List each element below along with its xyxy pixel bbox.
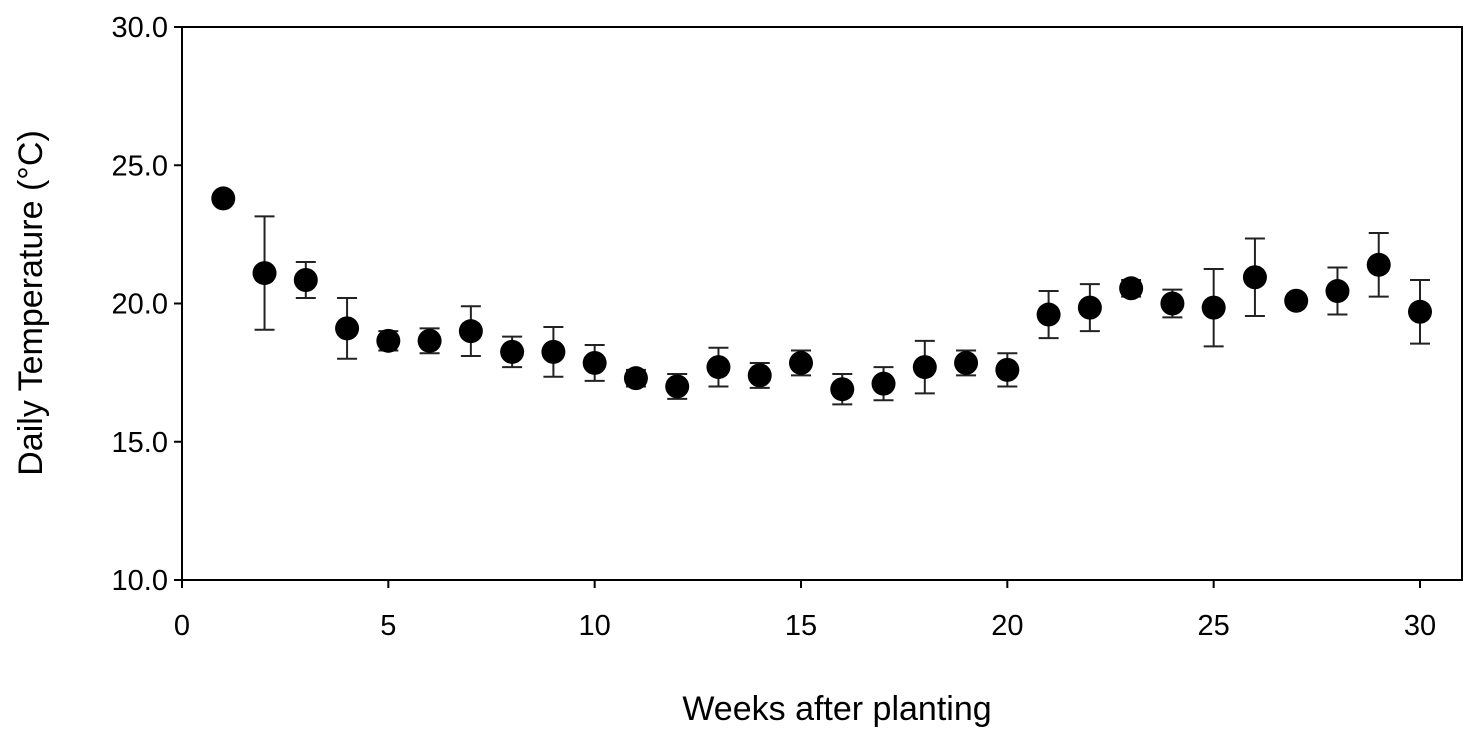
y-tick-label: 10.0 xyxy=(112,565,168,597)
data-point xyxy=(789,350,813,375)
y-axis-title: Daily Temperature (°C) xyxy=(12,130,50,476)
data-point xyxy=(293,267,318,292)
plot-frame xyxy=(181,26,1463,581)
data-point xyxy=(1201,295,1226,320)
data-point xyxy=(1119,276,1144,301)
data-point xyxy=(1242,265,1267,290)
x-tick-label: 20 xyxy=(991,610,1023,642)
y-axis: 10.0 15.0 20.0 25.0 30.0 xyxy=(112,12,182,597)
data-point xyxy=(1160,291,1185,316)
data-point xyxy=(995,357,1020,382)
y-tick-label: 25.0 xyxy=(112,150,168,182)
x-tick-label: 25 xyxy=(1198,610,1230,642)
x-axis-title: Weeks after planting xyxy=(682,690,991,728)
x-tick-label: 0 xyxy=(174,610,190,642)
data-point xyxy=(706,355,731,380)
data-point xyxy=(912,355,937,380)
data-point xyxy=(252,261,277,286)
data-point xyxy=(1284,288,1309,313)
data-point xyxy=(582,350,607,375)
data-point xyxy=(1325,279,1350,304)
data-point xyxy=(458,319,483,344)
y-tick-label: 20.0 xyxy=(112,289,168,321)
x-tick-label: 15 xyxy=(785,610,817,642)
data-point xyxy=(500,339,525,364)
data-point xyxy=(541,339,566,364)
data-point xyxy=(335,316,360,341)
data-point xyxy=(1036,302,1061,327)
y-tick-label: 30.0 xyxy=(112,12,168,44)
x-tick-label: 30 xyxy=(1404,610,1436,642)
data-point xyxy=(747,363,772,388)
data-point xyxy=(830,377,855,402)
data-point xyxy=(665,374,690,399)
x-axis: 0 5 10 15 20 25 30 xyxy=(174,580,1436,642)
x-tick-label: 10 xyxy=(579,610,611,642)
data-point xyxy=(376,328,401,353)
data-point xyxy=(954,350,979,375)
data-point xyxy=(623,366,648,391)
x-tick-label: 5 xyxy=(380,610,396,642)
data-point xyxy=(1408,299,1432,324)
data-point xyxy=(1077,295,1102,320)
y-tick-label: 15.0 xyxy=(112,427,168,459)
data-point xyxy=(211,186,236,211)
data-point xyxy=(871,371,896,396)
data-points xyxy=(211,186,1432,406)
data-point xyxy=(417,328,442,353)
data-point xyxy=(1366,252,1391,277)
